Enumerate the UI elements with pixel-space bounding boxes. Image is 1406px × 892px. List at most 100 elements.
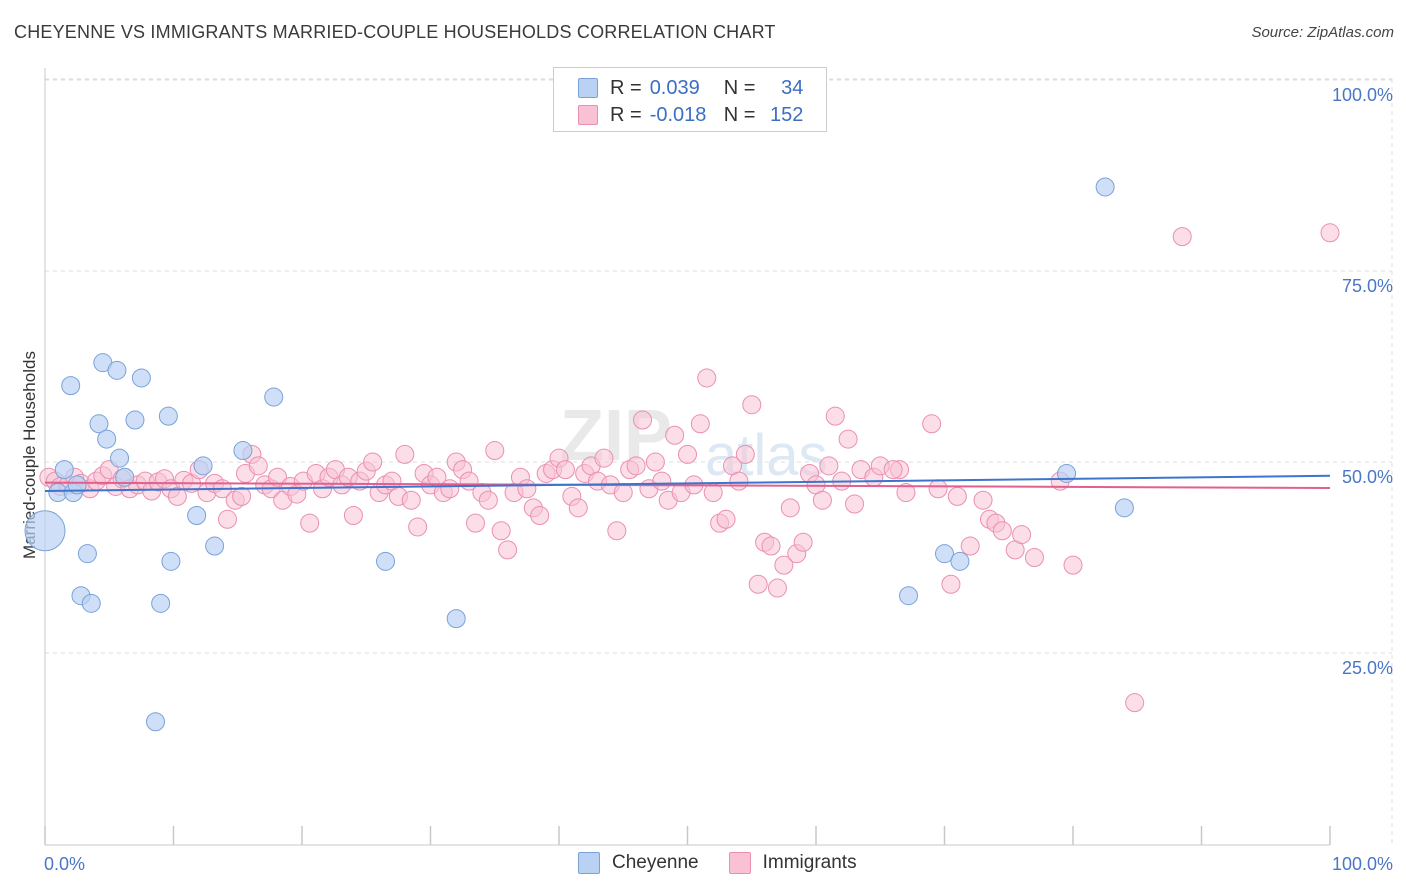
cheyenne-point [89, 414, 109, 434]
immigrants-point [363, 452, 383, 472]
immigrants-swatch [578, 105, 598, 125]
cheyenne-points [24, 177, 1134, 732]
immigrants-point [626, 456, 646, 476]
cheyenne-point [107, 360, 127, 380]
immigrants-point [652, 471, 672, 491]
immigrants-point [819, 456, 839, 476]
immigrants-point [845, 494, 865, 514]
trend-lines [44, 474, 1331, 493]
legend-item-immigrants[interactable]: Immigrants [728, 852, 857, 874]
cheyenne-point [935, 544, 954, 564]
immigrants-point [922, 414, 942, 434]
immigrants-point [485, 441, 505, 461]
legend-item-cheyenne[interactable]: Cheyenne [578, 852, 699, 874]
immigrants-point [440, 479, 460, 499]
immigrants-point [465, 513, 485, 533]
immigrants-point [928, 479, 948, 499]
immigrants-legend-swatch [728, 852, 751, 874]
immigrants-legend-label: Immigrants [762, 852, 857, 873]
x-tick-label-min: 0.0% [44, 854, 85, 874]
r-value: 0.039 [649, 76, 700, 99]
immigrants-point [408, 517, 428, 537]
immigrants-point [1125, 693, 1145, 713]
immigrants-point [167, 486, 187, 506]
immigrants-point [1012, 525, 1032, 545]
immigrants-point [960, 536, 980, 556]
immigrants-point [343, 505, 363, 525]
cheyenne-point [125, 410, 145, 430]
cheyenne-point [950, 551, 970, 571]
immigrants-point [395, 444, 415, 464]
r-label: R = [610, 76, 642, 99]
x-tick-label-max: 100.0% [1332, 854, 1393, 874]
immigrants-point [896, 483, 916, 503]
r-value: -0.018 [649, 103, 707, 126]
immigrants-point [665, 425, 685, 445]
immigrants-point [947, 486, 967, 506]
n-label: N = [723, 76, 756, 99]
immigrants-point [838, 429, 858, 449]
immigrants-point [268, 467, 288, 487]
tick-labels: 25.0% 50.0% 75.0% 100.0% 0.0% 100.0% [44, 85, 1393, 874]
cheyenne-point [77, 544, 97, 564]
cheyenne-point [54, 460, 74, 480]
cheyenne-point [233, 441, 253, 461]
cheyenne-point [158, 406, 178, 426]
cheyenne-point [376, 551, 396, 571]
axes [44, 68, 1331, 846]
cheyenne-point [131, 368, 151, 388]
legend-row-cheyenne: R = 0.039 N = 34 [578, 76, 803, 100]
immigrants-point [761, 536, 781, 556]
cheyenne-point [446, 609, 466, 629]
immigrants-point [568, 498, 588, 518]
immigrants-trend-line [44, 481, 1331, 489]
immigrants-point [767, 578, 787, 598]
immigrants-points [39, 223, 1340, 713]
cheyenne-point [110, 448, 130, 468]
cheyenne-point [161, 551, 181, 571]
immigrants-point [607, 521, 627, 541]
immigrants-point [973, 490, 993, 510]
immigrants-point [729, 471, 749, 491]
cheyenne-point [1114, 498, 1134, 518]
cheyenne-point [115, 467, 135, 487]
immigrants-point [793, 532, 813, 552]
immigrants-point [697, 368, 717, 388]
immigrants-point [941, 574, 961, 594]
cheyenne-point [187, 505, 207, 525]
cheyenne-point [24, 510, 66, 552]
y-tick-label: 100.0% [1332, 85, 1393, 105]
cheyenne-point [67, 475, 87, 495]
cheyenne-point [151, 593, 171, 613]
immigrants-point [594, 448, 614, 468]
immigrants-point [530, 505, 550, 525]
immigrants-point [716, 509, 736, 529]
cheyenne-point [61, 376, 81, 396]
y-tick-label: 50.0% [1342, 467, 1393, 487]
y-tick-label: 25.0% [1342, 658, 1393, 678]
chart-title: CHEYENNE VS IMMIGRANTS MARRIED-COUPLE HO… [14, 22, 776, 42]
y-tick-label: 75.0% [1342, 276, 1393, 296]
immigrants-point [742, 395, 762, 415]
immigrants-point [1320, 223, 1340, 243]
immigrants-point [217, 509, 237, 529]
immigrants-point [690, 414, 710, 434]
immigrants-point [248, 456, 268, 476]
cheyenne-trend-line [44, 474, 1331, 493]
cheyenne-point [146, 712, 166, 732]
immigrants-point [678, 444, 697, 464]
immigrants-point [883, 460, 903, 480]
n-value: 34 [781, 76, 804, 99]
immigrants-point [401, 490, 421, 510]
r-label: R = [610, 103, 642, 126]
immigrants-point [780, 498, 800, 518]
immigrants-point [498, 540, 518, 560]
cheyenne-legend-label: Cheyenne [612, 852, 699, 873]
immigrants-point [517, 479, 537, 499]
immigrants-point [1024, 548, 1044, 567]
cheyenne-point [264, 387, 284, 407]
immigrants-point [1172, 227, 1192, 247]
immigrants-point [992, 521, 1012, 541]
immigrants-point [812, 490, 832, 510]
